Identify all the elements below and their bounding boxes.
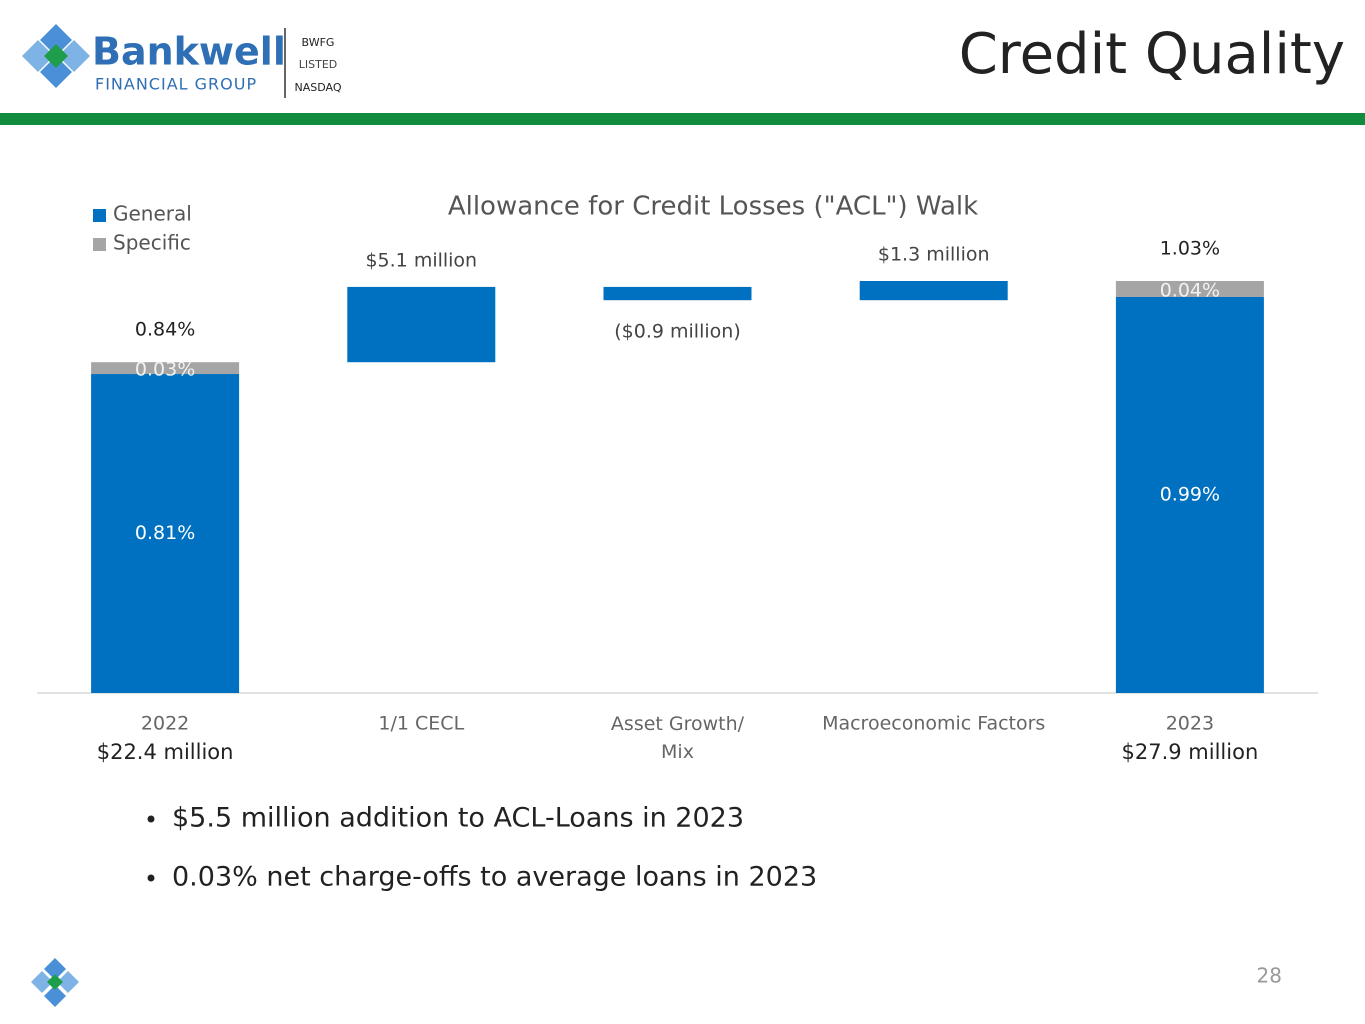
chart-title: Allowance for Credit Losses ("ACL") Walk — [448, 192, 978, 222]
bar-specific — [1115, 281, 1264, 297]
logo-mark — [22, 24, 90, 88]
segment-label: 0.99% — [1160, 484, 1220, 506]
segment-label: 0.03% — [135, 359, 195, 381]
segment-label: 0.04% — [1160, 280, 1220, 302]
delta-label: ($0.9 million) — [614, 321, 740, 343]
bar-delta — [603, 286, 752, 301]
delta-label: $1.3 million — [878, 244, 990, 266]
brand: Bankwell — [92, 30, 286, 74]
bar-delta — [859, 281, 1008, 301]
legend-swatch — [93, 238, 106, 251]
total-ratio-label: 1.03% — [1160, 238, 1220, 260]
exchange: NASDAQ — [294, 81, 341, 94]
total-label: $22.4 million — [97, 740, 234, 764]
x-tick-label: 2022 — [141, 713, 189, 735]
bullet-text: $5.5 million addition to ACL-Loans in 20… — [172, 803, 744, 834]
total-label: $27.9 million — [1122, 740, 1259, 764]
bar-delta — [347, 286, 496, 363]
legend-label: Specific — [113, 231, 191, 255]
page-number: 28 — [1257, 964, 1282, 988]
bar-general — [1115, 297, 1264, 693]
total-ratio-label: 0.84% — [135, 319, 195, 341]
bullet-dot — [147, 815, 155, 823]
bullet-text: 0.03% net charge-offs to average loans i… — [172, 862, 817, 893]
listed: LISTED — [299, 58, 338, 71]
slide-title: Credit Quality — [959, 22, 1345, 87]
bullet-dot — [147, 874, 155, 882]
ticker: BWFG — [302, 36, 335, 49]
bar-specific — [91, 362, 240, 375]
brand-sub: FINANCIAL GROUP — [95, 75, 257, 94]
x-tick-label: 1/1 CECL — [378, 713, 464, 735]
legend-swatch — [93, 209, 106, 222]
x-tick-label: Asset Growth/Mix — [611, 713, 745, 763]
segment-label: 0.81% — [135, 522, 195, 544]
delta-label: $5.1 million — [365, 249, 477, 271]
header-rule — [0, 113, 1365, 125]
legend-label: General — [113, 202, 192, 226]
x-tick-label: Macroeconomic Factors — [822, 713, 1045, 735]
bar-general — [91, 374, 240, 693]
x-tick-label: 2023 — [1166, 713, 1214, 735]
footer-logo — [31, 958, 79, 1007]
